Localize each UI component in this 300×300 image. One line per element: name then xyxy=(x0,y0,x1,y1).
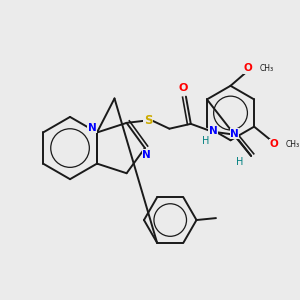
Text: H: H xyxy=(236,157,243,167)
Text: H: H xyxy=(202,136,209,146)
Text: N: N xyxy=(230,129,239,139)
Text: S: S xyxy=(144,114,152,128)
Text: O: O xyxy=(178,83,188,93)
Text: N: N xyxy=(142,150,151,160)
Text: CH₃: CH₃ xyxy=(260,64,274,73)
Text: N: N xyxy=(88,123,97,133)
Text: O: O xyxy=(244,63,252,73)
Text: O: O xyxy=(269,139,278,149)
Text: CH₃: CH₃ xyxy=(285,140,299,149)
Text: N: N xyxy=(209,126,218,136)
